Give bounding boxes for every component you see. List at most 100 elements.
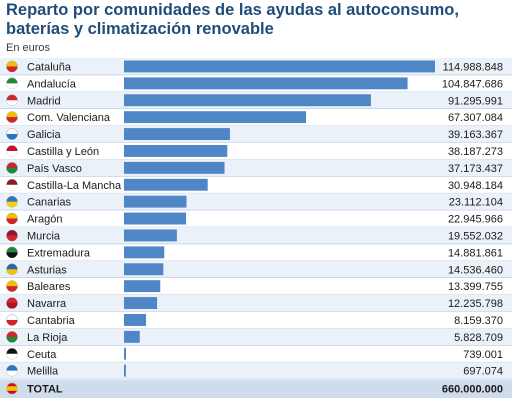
- category-label: Galicia: [27, 129, 62, 141]
- bar: [124, 178, 208, 191]
- value-label: 22.945.966: [448, 214, 503, 226]
- value-label: 14.536.460: [448, 264, 503, 276]
- row-background: [0, 328, 512, 346]
- value-label: 39.163.367: [448, 129, 503, 141]
- bar: [124, 229, 177, 242]
- bar: [124, 246, 165, 259]
- bar: [124, 60, 435, 73]
- value-label: 8.159.370: [454, 315, 503, 327]
- chart-row-baleares: Baleares 13.399.755: [0, 280, 512, 295]
- asturias-flag-icon: [6, 263, 18, 275]
- category-label: Navarra: [27, 298, 67, 310]
- row-background: [0, 362, 512, 380]
- row-background: [0, 227, 512, 244]
- category-label: La Rioja: [27, 332, 68, 344]
- chart-row-castilla-y-leon: Castilla y León 38.187.273: [0, 145, 512, 160]
- category-label: Murcia: [27, 230, 61, 242]
- value-label: 104.847.686: [442, 78, 503, 90]
- bar: [124, 195, 187, 208]
- chart-row-galicia: Galicia 39.163.367: [0, 125, 512, 143]
- flag-band: [6, 184, 18, 191]
- flag-band: [6, 218, 18, 225]
- melilla-flag-icon: [6, 364, 18, 377]
- cataluna-flag-icon: [6, 60, 18, 73]
- category-label: Extremadura: [27, 247, 91, 259]
- espana-flag-icon: [6, 382, 18, 395]
- flag-band: [6, 117, 18, 123]
- flag-band: [6, 83, 18, 89]
- ceuta-flag-icon: [6, 348, 18, 360]
- flag-band: [6, 370, 18, 377]
- flag-band: [6, 319, 18, 326]
- chart-row-cantabria: Cantabria 8.159.370: [0, 314, 512, 329]
- row-background: [0, 294, 512, 312]
- flag-band: [6, 150, 18, 157]
- category-label: País Vasco: [27, 163, 82, 175]
- navarra-flag-icon: [6, 297, 18, 309]
- aragon-flag-icon: [6, 212, 18, 225]
- category-label: Baleares: [27, 281, 71, 293]
- row-background: [0, 125, 512, 143]
- bar: [124, 161, 225, 174]
- total-row-background: [0, 380, 512, 398]
- value-label: 37.173.437: [448, 163, 503, 175]
- value-label: 739.001: [463, 349, 503, 361]
- total-value: 660.000.000: [442, 384, 503, 396]
- row-background: [0, 260, 512, 278]
- category-label: Melilla: [27, 366, 59, 378]
- bar: [124, 94, 371, 107]
- chart-row-cataluna: Cataluña 114.988.848: [0, 58, 512, 76]
- category-label: Asturias: [27, 264, 67, 276]
- category-label: Cantabria: [27, 315, 76, 327]
- category-label: Ceuta: [27, 349, 57, 361]
- galicia-flag-icon: [6, 128, 18, 140]
- chart-row-castilla-la-mancha: Castilla-La Mancha 30.948.184: [0, 178, 512, 194]
- value-label: 67.307.084: [448, 112, 503, 124]
- flag-band: [6, 386, 18, 391]
- bar: [124, 347, 126, 360]
- bar: [124, 280, 161, 293]
- flag-band: [6, 286, 18, 292]
- castilla-la-mancha-flag-icon: [6, 179, 18, 191]
- chart-row-asturias: Asturias 14.536.460: [0, 260, 512, 278]
- extremadura-flag-icon: [6, 246, 18, 259]
- category-label: Castilla y León: [27, 146, 99, 158]
- flag-band: [6, 167, 18, 174]
- category-label: Andalucía: [27, 78, 77, 90]
- pais-vasco-flag-icon: [6, 162, 18, 174]
- category-label: Com. Valenciana: [27, 112, 111, 124]
- category-label: Castilla-La Mancha: [27, 180, 122, 192]
- la-rioja-flag-icon: [6, 331, 18, 343]
- chart-row-com-valenciana: Com. Valenciana 67.307.084: [0, 111, 512, 126]
- chart-row-madrid: Madrid 91.295.991: [0, 91, 512, 110]
- chart-row-pais-vasco: País Vasco 37.173.437: [0, 159, 512, 177]
- bar: [124, 145, 228, 157]
- murcia-flag-icon: [6, 229, 18, 242]
- value-label: 12.235.798: [448, 298, 503, 310]
- madrid-flag-icon: [6, 94, 18, 106]
- flag-band: [6, 134, 18, 140]
- chart-row-ceuta: Ceuta 739.001: [0, 347, 512, 363]
- flag-band: [6, 303, 18, 309]
- flag-band: [6, 252, 18, 258]
- chart-row-canarias: Canarias 23.112.104: [0, 193, 512, 211]
- chart-row-la-rioja: La Rioja 5.828.709: [0, 328, 512, 346]
- bar: [124, 263, 164, 276]
- flag-band: [6, 336, 18, 343]
- flag-band: [6, 269, 18, 275]
- value-label: 91.295.991: [448, 95, 503, 107]
- chart-row-aragon: Aragón 22.945.966: [0, 212, 512, 228]
- category-label: Madrid: [27, 95, 61, 107]
- bar: [124, 314, 147, 326]
- value-label: 697.074: [463, 366, 503, 378]
- flag-band: [6, 66, 18, 72]
- value-label: 23.112.104: [449, 197, 503, 209]
- canarias-flag-icon: [6, 195, 18, 208]
- value-label: 5.828.709: [454, 332, 503, 344]
- bar: [124, 111, 307, 124]
- value-label: 13.399.755: [448, 281, 503, 293]
- row-background: [0, 193, 512, 211]
- total-row: TOTAL 660.000.000: [0, 380, 512, 398]
- value-label: 114.988.848: [443, 61, 503, 73]
